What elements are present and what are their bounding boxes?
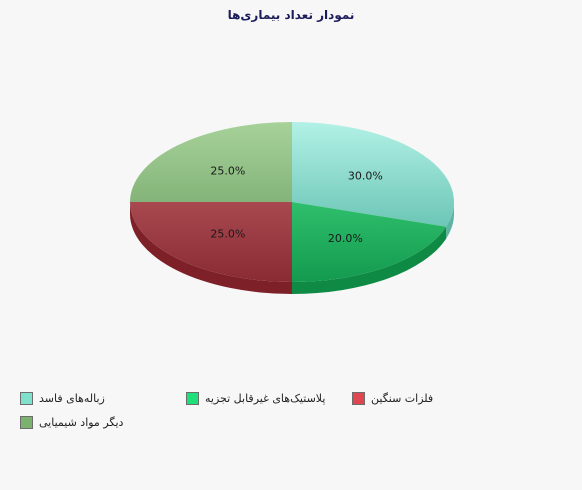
pie-slice-side xyxy=(130,202,292,294)
pie-slice-side xyxy=(446,202,455,239)
pie-value-labels: 30.0% 20.0% 25.0% 25.0% xyxy=(210,164,382,245)
pie-sides xyxy=(130,202,455,294)
pie-slice xyxy=(292,202,447,282)
pie-slice-side xyxy=(292,226,447,294)
pie-slices xyxy=(130,122,454,282)
pie-value-label: 30.0% xyxy=(348,170,383,183)
pie-slice xyxy=(130,122,292,202)
pie-value-label: 20.0% xyxy=(328,232,363,245)
pie-slice xyxy=(292,122,454,227)
pie-slice xyxy=(130,202,292,282)
pie-value-label: 25.0% xyxy=(210,164,245,177)
chart-title: نمودار تعداد بیماری‌ها xyxy=(227,8,355,22)
pie-value-label: 25.0% xyxy=(210,228,245,241)
